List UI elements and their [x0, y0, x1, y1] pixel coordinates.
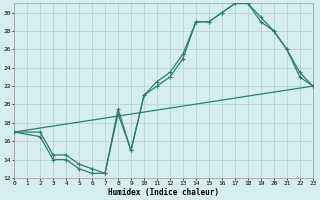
X-axis label: Humidex (Indice chaleur): Humidex (Indice chaleur)	[108, 188, 219, 197]
